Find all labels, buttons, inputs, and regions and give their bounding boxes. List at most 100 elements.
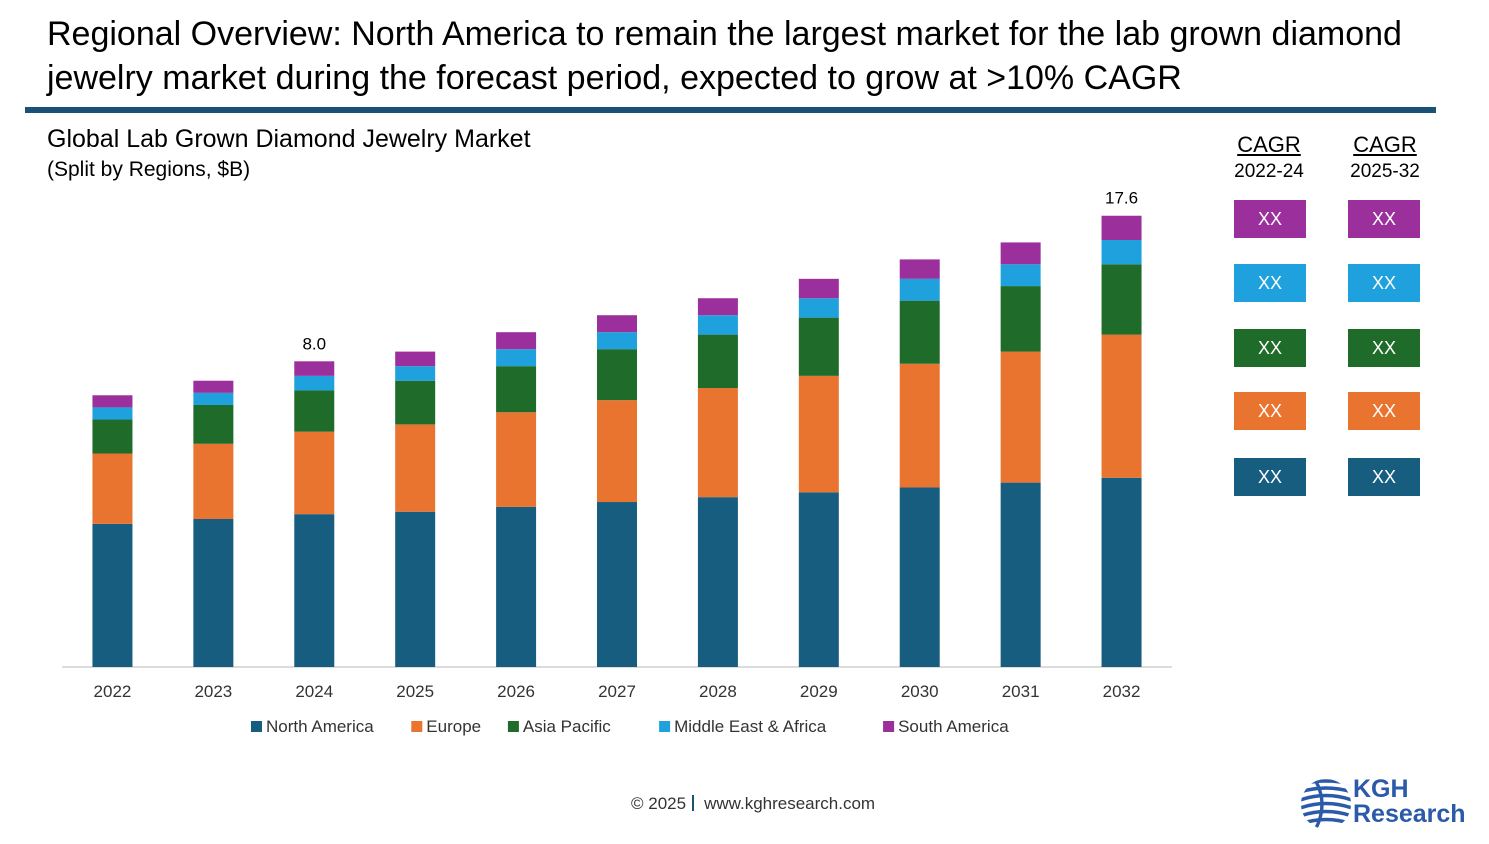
cagr-value-box: XX: [1234, 392, 1306, 430]
bar-segment-middle-east-africa-2022: [92, 407, 133, 420]
legend-label: South America: [898, 717, 1009, 736]
data-label: 8.0: [302, 334, 326, 353]
bar-segment-south-america-2022: [92, 395, 133, 408]
logo-wordmark: KGH Research: [1353, 777, 1466, 827]
bar-segment-south-america-2024: [294, 361, 335, 376]
legend-label: North America: [266, 717, 374, 736]
bar-segment-north-america-2028: [697, 497, 738, 667]
bar-segment-south-america-2029: [798, 278, 839, 299]
bar-segment-south-america-2026: [496, 332, 537, 350]
chart-subtitle: (Split by Regions, $B): [47, 158, 251, 181]
cagr-value-box: XX: [1348, 200, 1420, 238]
bar-segment-north-america-2032: [1101, 477, 1142, 667]
bar-segment-europe-2028: [697, 387, 738, 498]
logo-line-1: KGH: [1353, 775, 1409, 803]
bar-segment-asia-pacific-2030: [899, 300, 940, 364]
bar-segment-asia-pacific-2023: [193, 404, 234, 444]
cagr-value-box: XX: [1348, 264, 1420, 302]
x-tick-label: 2025: [396, 682, 434, 701]
cagr-header-2025-32: CAGR 2025-32: [1330, 131, 1440, 185]
bar-segment-europe-2030: [899, 363, 940, 488]
cagr-header-title: CAGR: [1237, 132, 1301, 157]
bar-segment-south-america-2031: [1000, 242, 1041, 265]
cagr-value-box: XX: [1348, 392, 1420, 430]
bar-segment-europe-2024: [294, 431, 335, 515]
cagr-header-period: 2025-32: [1350, 161, 1420, 182]
header-divider: [25, 107, 1436, 113]
cagr-value-box: XX: [1234, 264, 1306, 302]
legend-swatch: [659, 721, 671, 732]
bar-segment-europe-2032: [1101, 334, 1142, 478]
bar-segment-europe-2027: [597, 400, 637, 503]
x-tick-label: 2024: [295, 682, 333, 701]
bar-segment-europe-2025: [395, 424, 436, 512]
x-tick-label: 2022: [94, 682, 132, 701]
bar-segment-north-america-2026: [496, 506, 537, 667]
bar-segment-asia-pacific-2032: [1101, 264, 1142, 335]
bar-segment-middle-east-africa-2026: [496, 349, 537, 367]
bar-segment-south-america-2027: [597, 315, 637, 333]
bar-segment-south-america-2032: [1101, 215, 1142, 240]
bar-segment-middle-east-africa-2024: [294, 375, 335, 391]
globe-logo-icon: [1301, 779, 1351, 829]
legend-label: Asia Pacific: [523, 717, 611, 736]
bar-segment-middle-east-africa-2030: [899, 278, 940, 301]
bar-segment-europe-2029: [798, 375, 839, 493]
bar-segment-north-america-2030: [899, 487, 940, 667]
x-tick-label: 2030: [901, 682, 939, 701]
bar-segment-asia-pacific-2028: [697, 334, 738, 388]
legend-swatch: [507, 721, 519, 732]
legend-label: Middle East & Africa: [674, 717, 827, 736]
legend-swatch: [411, 721, 423, 732]
cagr-header-title: CAGR: [1353, 132, 1417, 157]
x-tick-label: 2031: [1002, 682, 1040, 701]
x-tick-label: 2023: [194, 682, 232, 701]
data-label: 17.6: [1105, 189, 1138, 208]
bar-segment-europe-2022: [92, 453, 133, 524]
x-tick-label: 2027: [598, 682, 636, 701]
bar-segment-north-america-2024: [294, 514, 335, 667]
bar-segment-europe-2026: [496, 412, 537, 507]
cagr-value-box: XX: [1234, 329, 1306, 367]
cagr-value-box: XX: [1234, 458, 1306, 496]
footer-divider: [692, 795, 695, 811]
bar-segment-north-america-2025: [395, 511, 436, 667]
bar-segment-north-america-2027: [597, 502, 637, 667]
logo-line-2: Research: [1353, 800, 1466, 828]
x-tick-label: 2026: [497, 682, 535, 701]
cagr-header-period: 2022-24: [1234, 161, 1304, 182]
legend-swatch: [883, 721, 895, 732]
x-tick-label: 2029: [800, 682, 838, 701]
legend-label: Europe: [426, 717, 481, 736]
bar-segment-asia-pacific-2026: [496, 366, 537, 413]
bar-segment-north-america-2029: [798, 492, 839, 667]
bar-segment-south-america-2023: [193, 380, 234, 393]
bar-segment-europe-2031: [1000, 351, 1041, 483]
cagr-value-box: XX: [1234, 200, 1306, 238]
bar-segment-middle-east-africa-2023: [193, 392, 234, 405]
bar-segment-asia-pacific-2022: [92, 419, 133, 454]
copyright-text: © 2025: [631, 794, 687, 813]
cagr-header-2022-24: CAGR 2022-24: [1214, 131, 1324, 185]
footer: © 2025 www.kghresearch.com: [631, 794, 875, 814]
x-tick-label: 2028: [699, 682, 737, 701]
bar-segment-asia-pacific-2025: [395, 380, 436, 425]
bar-segment-middle-east-africa-2025: [395, 366, 436, 381]
bar-segment-middle-east-africa-2032: [1101, 240, 1142, 265]
website-link[interactable]: www.kghresearch.com: [704, 794, 876, 813]
bar-segment-europe-2023: [193, 443, 234, 520]
chart-title: Global Lab Grown Diamond Jewelry Market: [47, 125, 531, 153]
x-tick-label: 2032: [1103, 682, 1141, 701]
bar-segment-north-america-2022: [92, 523, 133, 667]
legend-swatch: [251, 721, 262, 732]
bar-segment-asia-pacific-2027: [597, 349, 637, 401]
page-headline: Regional Overview: North America to rema…: [47, 15, 1402, 97]
bar-segment-middle-east-africa-2027: [597, 332, 637, 350]
bar-segment-asia-pacific-2031: [1000, 286, 1041, 352]
bar-segment-middle-east-africa-2029: [798, 298, 839, 318]
bar-segment-south-america-2030: [899, 259, 940, 279]
bar-segment-north-america-2023: [193, 519, 234, 667]
cagr-value-box: XX: [1348, 458, 1420, 496]
bar-segment-south-america-2025: [395, 351, 436, 367]
